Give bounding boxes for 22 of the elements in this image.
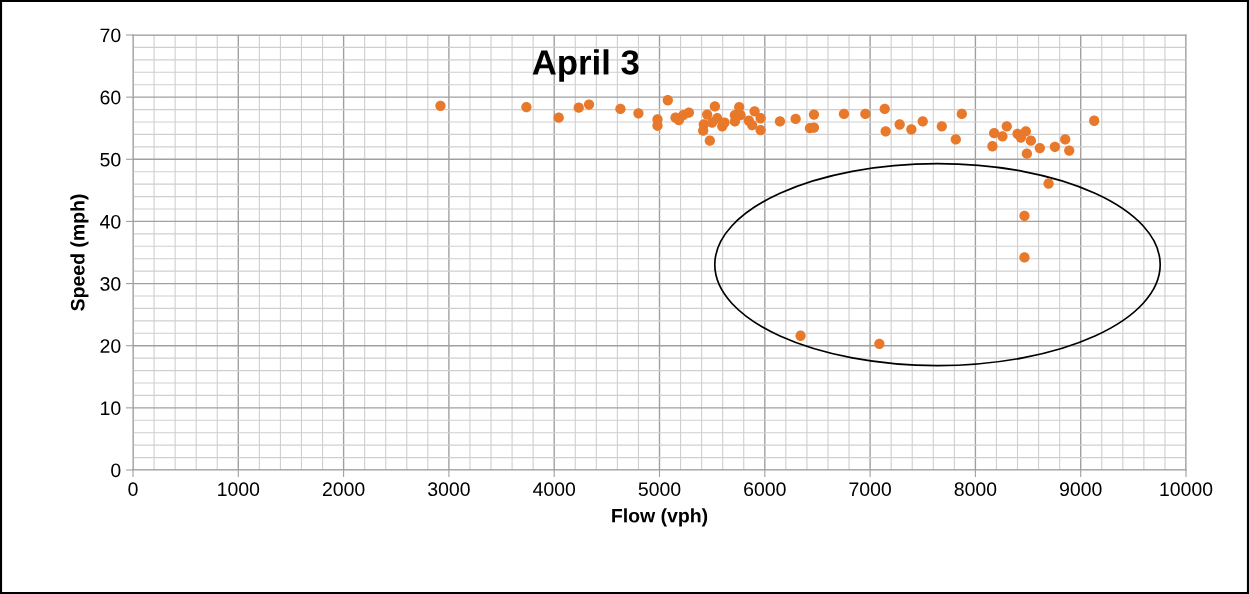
x-tick-label: 3000 [428, 482, 470, 497]
y-tick-label: 10 [101, 401, 121, 416]
y-tick-label: 60 [100, 90, 121, 105]
x-tick-label: 10000 [1160, 482, 1213, 497]
x-tick-label: 7000 [849, 482, 891, 497]
x-tick-label: 0 [128, 482, 138, 497]
x-axis-title: Flow (vph) [612, 508, 708, 527]
x-tick-label: 6000 [744, 482, 786, 497]
chart-title: April 3 [532, 49, 639, 82]
x-tick-label: 9000 [1059, 482, 1102, 497]
x-tick-label: 8000 [954, 482, 997, 497]
y-tick-label: 30 [100, 277, 121, 291]
y-tick-label: 70 [100, 28, 121, 43]
x-tick-label: 5000 [638, 482, 681, 497]
y-tick-label: 20 [100, 339, 121, 353]
y-tick-label: 40 [100, 214, 121, 229]
y-axis-title: Speed (mph) [70, 194, 89, 311]
y-tick-label: 0 [111, 463, 121, 478]
y-tick-label: 50 [100, 152, 121, 167]
x-tick-label: 4000 [533, 482, 576, 497]
x-tick-label: 2000 [322, 482, 365, 497]
x-tick-label: 1000 [218, 482, 260, 497]
